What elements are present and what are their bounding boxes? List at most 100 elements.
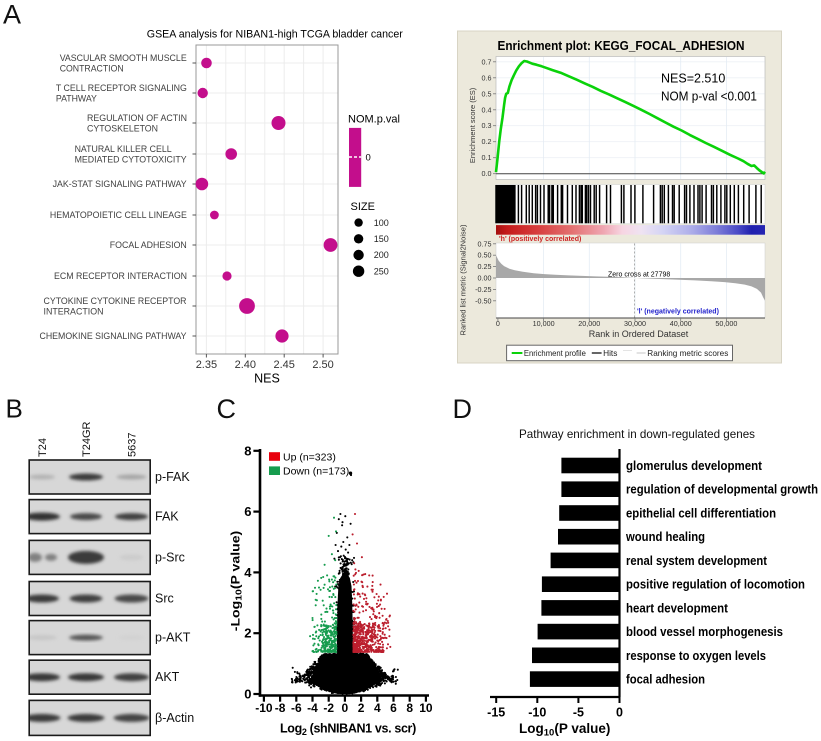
svg-text:REGULATION OF ACTIN: REGULATION OF ACTIN <box>87 113 187 123</box>
svg-text:2.50: 2.50 <box>312 359 333 371</box>
svg-text:wound healing: wound healing <box>625 529 705 544</box>
svg-text:T24GR: T24GR <box>81 421 93 457</box>
svg-text:renal system development: renal system development <box>626 553 768 568</box>
svg-text:-4: -4 <box>307 701 318 715</box>
svg-text:MEDIATED CYTOTOXICITY: MEDIATED CYTOTOXICITY <box>75 155 187 165</box>
svg-text:30,000: 30,000 <box>624 319 646 328</box>
svg-text:8: 8 <box>406 701 413 715</box>
svg-text:Src: Src <box>155 592 174 606</box>
svg-text:0.0: 0.0 <box>482 169 492 178</box>
svg-text:focal adhesion: focal adhesion <box>626 672 705 687</box>
svg-text:CONTRACTION: CONTRACTION <box>60 64 124 74</box>
svg-text:2.40: 2.40 <box>235 359 256 371</box>
svg-text:'l' (negatively correlated): 'l' (negatively correlated) <box>637 309 719 316</box>
svg-text:glomerulus development: glomerulus development <box>626 458 763 473</box>
svg-text:0.7: 0.7 <box>482 57 492 66</box>
svg-text:GSEA analysis for NIBAN1-high: GSEA analysis for NIBAN1-high TCGA bladd… <box>147 29 403 41</box>
svg-text:PATHWAY: PATHWAY <box>56 94 97 104</box>
svg-text:2: 2 <box>358 701 365 715</box>
svg-text:0.1: 0.1 <box>482 153 492 162</box>
svg-text:ECM RECEPTOR INTERACTION: ECM RECEPTOR INTERACTION <box>54 271 187 281</box>
svg-text:-8: -8 <box>275 701 286 715</box>
svg-text:8: 8 <box>244 443 251 458</box>
svg-text:100: 100 <box>374 218 389 228</box>
svg-text:40,000: 40,000 <box>670 319 692 328</box>
svg-text:FOCAL ADHESION: FOCAL ADHESION <box>110 240 187 250</box>
svg-text:Log2 (shNIBAN1 vs. scr): Log2 (shNIBAN1 vs. scr) <box>280 722 416 738</box>
svg-text:-15: -15 <box>487 706 505 720</box>
svg-text:p-Src: p-Src <box>155 550 185 564</box>
svg-text:6: 6 <box>244 504 251 519</box>
svg-text:0: 0 <box>244 687 251 702</box>
svg-text:-2: -2 <box>323 701 334 715</box>
svg-text:NATURAL KILLER CELL: NATURAL KILLER CELL <box>75 144 172 154</box>
svg-text:C: C <box>217 394 237 424</box>
svg-text:0.2: 0.2 <box>482 137 492 146</box>
svg-text:epithelial cell differentiatio: epithelial cell differentiation <box>626 506 776 521</box>
svg-text:B: B <box>6 394 23 424</box>
svg-text:NES: NES <box>254 372 280 386</box>
svg-text:NOM.p.val: NOM.p.val <box>348 114 400 126</box>
svg-text:0: 0 <box>342 701 349 715</box>
svg-text:Ranking metric scores: Ranking metric scores <box>647 348 728 358</box>
svg-text:JAK-STAT SIGNALING PATHWAY: JAK-STAT SIGNALING PATHWAY <box>53 179 187 189</box>
svg-text:0.4: 0.4 <box>482 105 492 114</box>
svg-text:0.00: 0.00 <box>478 274 492 283</box>
svg-text:β-Actin: β-Actin <box>155 711 194 725</box>
svg-text:10: 10 <box>419 701 433 715</box>
svg-text:Enrichment profile: Enrichment profile <box>524 348 586 358</box>
svg-text:Rank in Ordered Dataset: Rank in Ordered Dataset <box>589 329 689 339</box>
svg-text:4: 4 <box>374 701 381 715</box>
svg-text:CYTOKINE CYTOKINE RECEPTOR: CYTOKINE CYTOKINE RECEPTOR <box>44 296 187 306</box>
svg-text:Zero cross at 27798: Zero cross at 27798 <box>608 272 670 279</box>
svg-text:-0.25: -0.25 <box>475 285 491 294</box>
svg-text:VASCULAR SMOOTH MUSCLE: VASCULAR SMOOTH MUSCLE <box>60 53 187 63</box>
svg-text:-10: -10 <box>255 701 273 715</box>
svg-text:Down (n=173): Down (n=173) <box>283 466 349 478</box>
svg-text:Hits: Hits <box>603 348 617 358</box>
svg-text:250: 250 <box>374 266 389 276</box>
svg-text:NES=2.510: NES=2.510 <box>661 72 725 86</box>
svg-text:10,000: 10,000 <box>533 319 555 328</box>
svg-text:CYTOSKELETON: CYTOSKELETON <box>87 124 158 134</box>
svg-text:-10: -10 <box>528 706 546 720</box>
svg-text:A: A <box>3 0 21 30</box>
svg-text:2.45: 2.45 <box>273 359 294 371</box>
svg-text:Log10(P value): Log10(P value) <box>519 721 610 739</box>
svg-text:0.50: 0.50 <box>478 251 492 260</box>
svg-text:Pathway enrichment in down-reg: Pathway enrichment in down-regulated gen… <box>519 427 755 441</box>
svg-text:20,000: 20,000 <box>578 319 600 328</box>
svg-text:INTERACTION: INTERACTION <box>44 307 104 317</box>
svg-text:0.3: 0.3 <box>482 121 492 130</box>
svg-text:T24: T24 <box>37 438 49 457</box>
svg-text:SIZE: SIZE <box>351 201 375 213</box>
svg-text:heart development: heart development <box>626 600 729 615</box>
svg-text:positive regulation of locomot: positive regulation of locomotion <box>626 577 805 592</box>
svg-text:Enrichment plot: KEGG_FOCAL_AD: Enrichment plot: KEGG_FOCAL_ADHESION <box>498 39 745 53</box>
svg-text:Ranked list metric (Signal2Noi: Ranked list metric (Signal2Noise) <box>459 224 468 335</box>
svg-text:5637: 5637 <box>127 433 139 457</box>
svg-text:4: 4 <box>244 565 252 580</box>
svg-text:150: 150 <box>374 234 389 244</box>
svg-text:response to oxygen levels: response to oxygen levels <box>626 648 766 663</box>
svg-text:0.75: 0.75 <box>478 239 492 248</box>
svg-text:Up (n=323): Up (n=323) <box>283 451 336 463</box>
svg-text:Enrichment score (ES): Enrichment score (ES) <box>468 87 477 163</box>
svg-text:-Log10(P value): -Log10(P value) <box>229 531 245 631</box>
svg-text:T CELL RECEPTOR SIGNALING: T CELL RECEPTOR SIGNALING <box>56 83 187 93</box>
svg-text:regulation of developmental gr: regulation of developmental growth <box>626 482 818 497</box>
svg-text:-5: -5 <box>573 706 584 720</box>
svg-text:FAK: FAK <box>155 510 179 524</box>
svg-text:AKT: AKT <box>155 670 180 684</box>
svg-text:0.6: 0.6 <box>482 73 492 82</box>
svg-text:'h' (positively correlated): 'h' (positively correlated) <box>499 236 581 243</box>
svg-text:p-FAK: p-FAK <box>155 470 190 484</box>
svg-text:0.25: 0.25 <box>478 262 492 271</box>
svg-text:CHEMOKINE SIGNALING PATHWAY: CHEMOKINE SIGNALING PATHWAY <box>40 331 187 341</box>
svg-text:D: D <box>453 394 473 424</box>
svg-text:0: 0 <box>616 706 623 720</box>
svg-text:p-AKT: p-AKT <box>155 631 191 645</box>
svg-text:HEMATOPOIETIC CELL LINEAGE: HEMATOPOIETIC CELL LINEAGE <box>50 210 187 220</box>
svg-text:6: 6 <box>390 701 397 715</box>
svg-text:0: 0 <box>496 319 500 328</box>
